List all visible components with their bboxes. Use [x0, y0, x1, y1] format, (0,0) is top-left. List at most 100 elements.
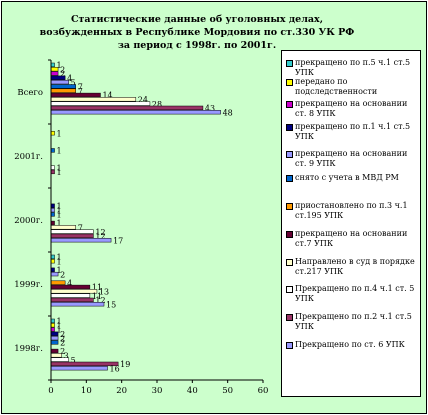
bar — [50, 148, 55, 153]
data-label: 2 — [60, 65, 65, 74]
category-label: 2000г. — [14, 216, 43, 226]
bar — [50, 165, 55, 170]
data-label: 12 — [95, 232, 105, 241]
legend-label: Прекращено по п.2 ч.1 ст.5 УПК — [295, 312, 412, 331]
legend-label: прекращено по п.5 ч.1 ст.5 УПК — [295, 58, 411, 77]
data-label: 2 — [60, 330, 65, 339]
x-tick-label: 0 — [48, 386, 53, 396]
legend-swatch — [286, 314, 293, 321]
data-label: 4 — [67, 279, 72, 288]
data-label: 1 — [57, 321, 62, 330]
bar — [50, 229, 94, 234]
legend-label: прекращено на основании ст. 8 УПК — [295, 99, 408, 118]
data-label: 2 — [60, 347, 65, 356]
legend-swatch — [286, 342, 293, 349]
bar — [50, 207, 55, 213]
bar — [50, 92, 101, 98]
legend-swatch — [286, 151, 293, 158]
x-tick-label: 60 — [258, 386, 269, 396]
bar — [50, 289, 98, 294]
data-label: 2 — [60, 339, 65, 348]
data-label: 2 — [60, 334, 65, 343]
bar — [50, 318, 55, 324]
bar — [50, 297, 94, 303]
data-label: 1 — [57, 206, 62, 215]
data-label: 1 — [57, 326, 62, 335]
legend-swatch — [286, 101, 293, 108]
bar — [50, 271, 59, 277]
legend-swatch — [286, 79, 293, 86]
data-label: 1 — [57, 168, 62, 177]
legend-label: приостановлено по п.3 ч.1 ст.195 УПК — [295, 201, 408, 220]
bar — [50, 67, 59, 72]
data-label: 19 — [120, 360, 130, 369]
data-label: 24 — [138, 96, 148, 105]
legend-label: снято с учета в МВД РМ — [295, 173, 399, 182]
data-label: 11 — [92, 292, 102, 301]
bar — [50, 357, 69, 362]
data-label: 5 — [71, 356, 76, 365]
bar — [50, 366, 108, 371]
data-label: 17 — [113, 236, 123, 245]
bar — [50, 225, 76, 230]
bar — [50, 88, 76, 93]
data-label: 4 — [67, 74, 72, 83]
chart-title: Статистические данные об уголовных делах… — [39, 14, 355, 51]
legend-swatch — [286, 175, 293, 182]
bar — [50, 259, 55, 264]
data-label: 16 — [110, 364, 120, 373]
category-label: Всего — [17, 88, 43, 98]
data-label: 13 — [99, 288, 109, 297]
bar — [50, 348, 59, 354]
x-tick-label: 50 — [222, 386, 233, 396]
bar — [50, 335, 59, 341]
bar — [50, 62, 55, 68]
bar — [50, 254, 55, 260]
data-label: 1 — [57, 266, 62, 275]
bar — [50, 340, 59, 345]
bar — [50, 302, 105, 307]
data-label: 14 — [102, 91, 112, 100]
data-label: 1 — [57, 147, 62, 156]
data-label: 7 — [78, 83, 83, 92]
bar — [50, 331, 59, 336]
data-label: 1 — [57, 253, 62, 262]
bar — [50, 323, 55, 328]
category-label: 1998г. — [14, 344, 43, 354]
bar — [50, 280, 66, 285]
bar — [50, 97, 137, 102]
legend-swatch — [286, 60, 293, 67]
legend-label: прекращено на основании ст.7 УПК — [295, 229, 408, 248]
x-tick-label: 10 — [81, 386, 92, 396]
bar — [50, 110, 221, 115]
bar — [50, 233, 94, 239]
data-label: 11 — [92, 283, 102, 292]
data-label: 12 — [95, 296, 105, 305]
bar — [50, 101, 151, 106]
data-label: 48 — [223, 108, 233, 117]
data-label: 1 — [57, 202, 62, 211]
bar — [50, 238, 112, 243]
data-label: 1 — [57, 129, 62, 138]
legend-swatch — [286, 124, 293, 131]
category-label: 1999г. — [14, 280, 43, 290]
bar — [50, 212, 55, 217]
bar — [50, 353, 62, 358]
legend-label: передано по подследственности — [295, 77, 378, 96]
bar — [50, 75, 66, 80]
data-label: 7 — [78, 224, 83, 233]
x-tick-label: 40 — [187, 386, 198, 396]
legend-swatch — [286, 231, 293, 238]
bar — [50, 79, 69, 85]
x-tick-label: 30 — [152, 386, 163, 396]
legend-swatch — [286, 286, 293, 293]
bar — [50, 105, 204, 111]
legend-label: прекращено по п.1 ч.1 ст.5 УПК — [295, 122, 411, 141]
data-label: 2 — [60, 70, 65, 79]
bar — [50, 220, 55, 226]
bar — [50, 203, 55, 208]
legend-label: Направлено в суд в порядке ст.217 УПК — [295, 257, 415, 276]
data-label: 5 — [71, 78, 76, 87]
data-label: 12 — [95, 228, 105, 237]
legend-swatch — [286, 259, 293, 266]
